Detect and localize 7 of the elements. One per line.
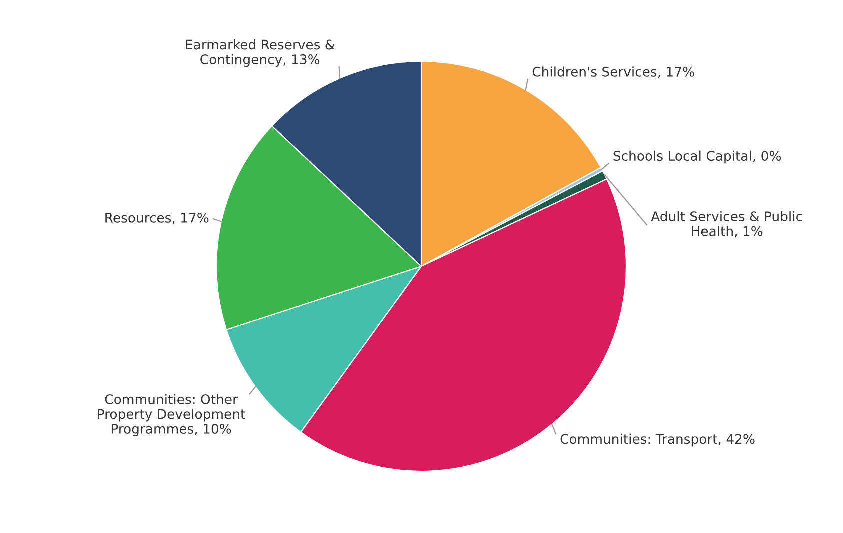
- slice-label: Resources, 17%: [106, 212, 209, 224]
- slice-label: Schools Local Capital, 0%: [614, 150, 782, 164]
- slice-label: Adult Services & Public Health, 1%: [651, 211, 802, 238]
- slice-label: Communities: Transport, 42%: [560, 434, 755, 447]
- slice-label: Earmarked Reserves & Contingency, 13%: [186, 40, 335, 68]
- slice-label: Communities: Other Property Development Programmes, 10%: [98, 394, 246, 437]
- slice-label: Children's Services, 17%: [532, 66, 694, 78]
